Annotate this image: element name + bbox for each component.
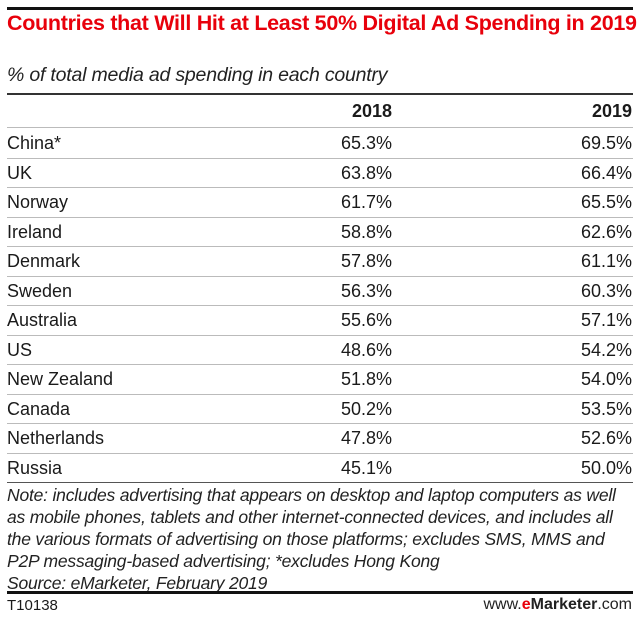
table-note: Note: includes advertising that appears … bbox=[7, 484, 637, 594]
bottom-rule bbox=[7, 591, 633, 594]
note-text: Note: includes advertising that appears … bbox=[7, 485, 616, 571]
country-cell: New Zealand bbox=[7, 369, 114, 389]
value-2019-cell: 53.5% bbox=[580, 398, 632, 419]
table-row: UK 63.8% 66.4% bbox=[7, 158, 633, 188]
table-row: Denmark 57.8% 61.1% bbox=[7, 246, 633, 277]
country-cell: UK bbox=[7, 162, 33, 183]
value-2019-cell: 50.0% bbox=[580, 457, 632, 478]
country-cell: Ireland bbox=[7, 221, 63, 242]
country-cell: US bbox=[7, 339, 33, 360]
table-row: Russia 45.1% 50.0% bbox=[7, 453, 633, 483]
value-2018-cell: 57.8% bbox=[340, 251, 392, 271]
value-2018-cell: 51.8% bbox=[340, 369, 392, 389]
country-cell: Denmark bbox=[7, 251, 81, 271]
table-row: Netherlands 47.8% 52.6% bbox=[7, 423, 633, 454]
country-cell: Canada bbox=[7, 398, 71, 419]
value-2019-cell: 60.3% bbox=[580, 280, 632, 301]
header-divider bbox=[7, 127, 633, 128]
value-2018-cell: 65.3% bbox=[340, 133, 392, 153]
page-title: Countries that Will Hit at Least 50% Dig… bbox=[7, 11, 637, 35]
country-cell: China* bbox=[7, 133, 62, 153]
value-2019-cell: 54.2% bbox=[580, 339, 632, 360]
subtitle: % of total media ad spending in each cou… bbox=[7, 64, 388, 86]
value-2019-cell: 66.4% bbox=[580, 162, 632, 183]
country-cell: Australia bbox=[7, 310, 78, 330]
source-text: Source: eMarketer, February 2019 bbox=[7, 573, 268, 593]
table-row: Sweden 56.3% 60.3% bbox=[7, 276, 633, 306]
value-2019-cell: 57.1% bbox=[580, 310, 632, 330]
table-row: Canada 50.2% 53.5% bbox=[7, 394, 633, 424]
country-cell: Sweden bbox=[7, 280, 73, 301]
value-2019-cell: 69.5% bbox=[580, 133, 632, 153]
value-2019-cell: 54.0% bbox=[580, 369, 632, 389]
value-2019-cell: 65.5% bbox=[580, 192, 632, 212]
value-2018-cell: 58.8% bbox=[340, 221, 392, 242]
value-2018-cell: 55.6% bbox=[340, 310, 392, 330]
column-header-2019: 2019 bbox=[591, 101, 632, 121]
brand-name: Marketer bbox=[530, 596, 598, 613]
table-id: T10138 bbox=[7, 597, 58, 614]
emarketer-logo: www.eMarketer.com bbox=[483, 596, 632, 614]
country-cell: Netherlands bbox=[7, 428, 105, 448]
value-2018-cell: 50.2% bbox=[340, 398, 392, 419]
table-row: Ireland 58.8% 62.6% bbox=[7, 217, 633, 247]
brand-prefix: www. bbox=[483, 596, 522, 613]
table-row: US 48.6% 54.2% bbox=[7, 335, 633, 365]
brand-e: e bbox=[521, 596, 531, 613]
value-2019-cell: 62.6% bbox=[580, 221, 632, 242]
value-2018-cell: 45.1% bbox=[340, 457, 392, 478]
value-2018-cell: 48.6% bbox=[340, 339, 392, 360]
value-2018-cell: 56.3% bbox=[340, 280, 392, 301]
brand-suffix: .com bbox=[597, 596, 632, 613]
table-row: China* 65.3% 69.5% bbox=[7, 128, 633, 159]
value-2018-cell: 63.8% bbox=[340, 162, 392, 183]
value-2019-cell: 52.6% bbox=[580, 428, 632, 448]
table-row: Norway 61.7% 65.5% bbox=[7, 187, 633, 218]
country-cell: Russia bbox=[7, 457, 63, 478]
value-2019-cell: 61.1% bbox=[580, 251, 632, 271]
table-row: Australia 55.6% 57.1% bbox=[7, 305, 633, 336]
top-rule bbox=[7, 7, 633, 10]
value-2018-cell: 61.7% bbox=[340, 192, 392, 212]
column-header-2018: 2018 bbox=[351, 101, 392, 121]
value-2018-cell: 47.8% bbox=[340, 428, 392, 448]
header-rule bbox=[7, 93, 633, 95]
country-cell: Norway bbox=[7, 192, 69, 212]
table-row: New Zealand 51.8% 54.0% bbox=[7, 364, 633, 395]
